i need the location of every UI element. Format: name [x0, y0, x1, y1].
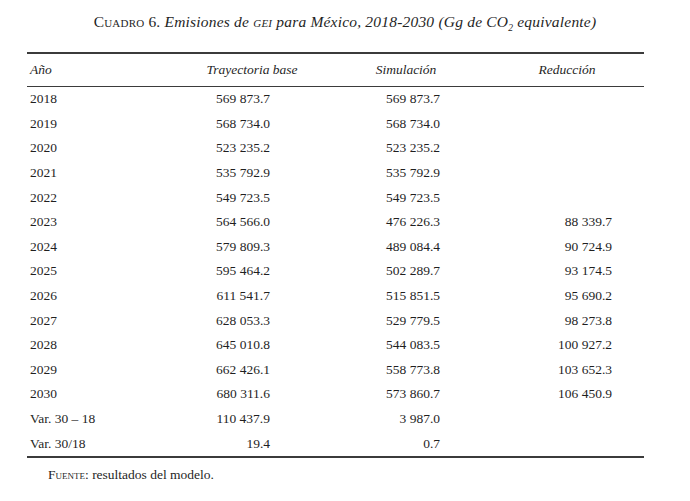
simulation-cell: 573 860.7 [270, 386, 440, 402]
year-cell: 2028 [27, 337, 147, 353]
table-row: 2020 523 235.2 523 235.2 [27, 136, 644, 161]
reduction-cell: 93 174.5 [440, 263, 612, 279]
simulation-cell: 523 235.2 [270, 140, 440, 156]
year-cell: Var. 30 – 18 [27, 411, 147, 427]
table-row: 2026 611 541.7 515 851.5 95 690.2 [27, 284, 644, 309]
baseline-cell: 628 053.3 [147, 313, 270, 329]
baseline-cell: 662 426.1 [147, 362, 270, 378]
table-row: 2028 645 010.8 544 083.5 100 927.2 [27, 333, 644, 358]
year-cell: 2030 [27, 386, 147, 402]
simulation-cell: 0.7 [270, 436, 440, 452]
simulation-cell: 489 084.4 [270, 239, 440, 255]
table-row: 2023 564 566.0 476 226.3 88 339.7 [27, 210, 644, 235]
paper-page: Cuadro 6. Emisiones de gei para México, … [0, 0, 690, 501]
table-row: 2018 569 873.7 569 873.7 [27, 87, 644, 112]
year-cell: 2020 [27, 140, 147, 156]
table-title: Cuadro 6. Emisiones de gei para México, … [0, 13, 690, 31]
reduction-cell: 88 339.7 [440, 214, 612, 230]
table-row: 2021 535 792.9 535 792.9 [27, 161, 644, 186]
emissions-table: Año Trayectoria base Simulación Reducció… [27, 52, 644, 458]
baseline-cell: 645 010.8 [147, 337, 270, 353]
baseline-cell: 579 809.3 [147, 239, 270, 255]
simulation-cell: 535 792.9 [270, 165, 440, 181]
year-cell: 2027 [27, 313, 147, 329]
year-cell: 2021 [27, 165, 147, 181]
year-cell: 2026 [27, 288, 147, 304]
baseline-cell: 680 311.6 [147, 386, 270, 402]
baseline-cell: 523 235.2 [147, 140, 270, 156]
column-header-simulation: Simulación [376, 62, 437, 78]
year-cell: 2024 [27, 239, 147, 255]
baseline-cell: 564 566.0 [147, 214, 270, 230]
source-label: Fuente [48, 467, 85, 482]
table-header-row: Año Trayectoria base Simulación Reducció… [27, 54, 644, 86]
year-cell: 2025 [27, 263, 147, 279]
simulation-cell: 558 773.8 [270, 362, 440, 378]
reduction-cell: 90 724.9 [440, 239, 612, 255]
baseline-cell: 595 464.2 [147, 263, 270, 279]
simulation-cell: 568 734.0 [270, 116, 440, 132]
baseline-cell: 110 437.9 [147, 411, 270, 427]
source-text: : resultados del modelo. [85, 467, 214, 482]
table-row: 2027 628 053.3 529 779.5 98 273.8 [27, 308, 644, 333]
year-cell: 2022 [27, 190, 147, 206]
baseline-cell: 549 723.5 [147, 190, 270, 206]
column-header-baseline: Trayectoria base [206, 62, 297, 78]
simulation-cell: 569 873.7 [270, 91, 440, 107]
simulation-cell: 502 289.7 [270, 263, 440, 279]
gei-smallcaps: gei [253, 13, 272, 30]
table-row: 2025 595 464.2 502 289.7 93 174.5 [27, 259, 644, 284]
column-header-year: Año [30, 62, 52, 78]
reduction-cell: 95 690.2 [440, 288, 612, 304]
baseline-cell: 569 873.7 [147, 91, 270, 107]
table-row: 2029 662 426.1 558 773.8 103 652.3 [27, 358, 644, 383]
baseline-cell: 19.4 [147, 436, 270, 452]
simulation-cell: 544 083.5 [270, 337, 440, 353]
table-row: 2024 579 809.3 489 084.4 90 724.9 [27, 235, 644, 260]
table-row: Var. 30 – 18 110 437.9 3 987.0 [27, 407, 644, 432]
baseline-cell: 535 792.9 [147, 165, 270, 181]
table-row: Var. 30/18 19.4 0.7 [27, 431, 644, 456]
year-cell: 2019 [27, 116, 147, 132]
source-note: Fuente: resultados del modelo. [48, 467, 214, 483]
simulation-cell: 529 779.5 [270, 313, 440, 329]
table-title-text: Emisiones de gei para México, 2018-2030 … [160, 13, 596, 30]
simulation-cell: 3 987.0 [270, 411, 440, 427]
table-row: 2030 680 311.6 573 860.7 106 450.9 [27, 382, 644, 407]
simulation-cell: 476 226.3 [270, 214, 440, 230]
table-row: 2019 568 734.0 568 734.0 [27, 112, 644, 137]
year-cell: 2018 [27, 91, 147, 107]
table-bottom-rule [27, 456, 644, 458]
reduction-cell: 98 273.8 [440, 313, 612, 329]
year-cell: 2023 [27, 214, 147, 230]
simulation-cell: 549 723.5 [270, 190, 440, 206]
reduction-cell: 100 927.2 [440, 337, 612, 353]
reduction-cell: 103 652.3 [440, 362, 612, 378]
table-title-label: Cuadro 6. [94, 13, 161, 30]
reduction-cell: 106 450.9 [440, 386, 612, 402]
table-row: 2022 549 723.5 549 723.5 [27, 185, 644, 210]
year-cell: 2029 [27, 362, 147, 378]
table-body: 2018 569 873.7 569 873.7 2019 568 734.0 … [27, 87, 644, 456]
simulation-cell: 515 851.5 [270, 288, 440, 304]
column-header-reduction: Reducción [539, 62, 596, 78]
baseline-cell: 568 734.0 [147, 116, 270, 132]
baseline-cell: 611 541.7 [147, 288, 270, 304]
year-cell: Var. 30/18 [27, 436, 147, 452]
